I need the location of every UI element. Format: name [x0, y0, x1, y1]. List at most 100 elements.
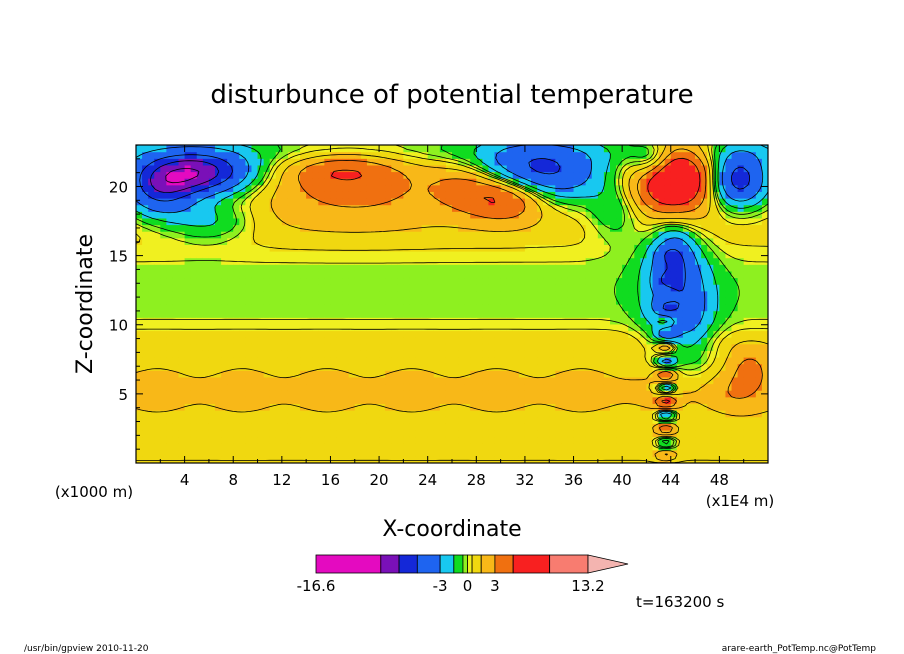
- field-cell: [324, 456, 332, 463]
- field-cell: [227, 244, 234, 252]
- field-cell: [330, 284, 338, 292]
- field-cell: [464, 290, 471, 298]
- field-cell: [196, 410, 204, 418]
- field-cell: [452, 350, 459, 358]
- field-cell: [379, 164, 386, 173]
- field-cell: [725, 184, 733, 192]
- field-cell: [500, 224, 508, 232]
- field-cell: [154, 396, 161, 404]
- field-cell: [391, 270, 398, 279]
- field-cell: [531, 237, 538, 245]
- field-cell: [518, 436, 526, 444]
- field-cell: [427, 390, 435, 398]
- field-cell: [391, 304, 398, 312]
- field-cell: [166, 171, 174, 179]
- field-cell: [549, 184, 556, 192]
- field-cell: [142, 363, 149, 371]
- field-cell: [622, 323, 629, 332]
- field-cell: [300, 178, 307, 186]
- field-cell: [281, 191, 289, 199]
- field-cell: [324, 284, 332, 292]
- field-cell: [397, 363, 404, 371]
- field-cell: [166, 244, 174, 252]
- field-cell: [689, 297, 696, 305]
- field-cell: [749, 284, 757, 292]
- field-cell: [263, 343, 271, 351]
- field-cell: [166, 284, 174, 292]
- field-cell: [652, 244, 660, 252]
- field-cell: [561, 449, 569, 457]
- field-cell: [312, 158, 319, 166]
- field-cell: [670, 357, 678, 365]
- field-cell: [464, 158, 471, 166]
- field-cell: [713, 403, 720, 411]
- field-cell: [664, 178, 672, 186]
- field-cell: [415, 390, 423, 398]
- field-cell: [221, 211, 228, 219]
- field-cell: [318, 244, 325, 252]
- field-cell: [646, 350, 654, 358]
- field-cell: [366, 330, 374, 338]
- field-cell: [561, 178, 569, 186]
- field-cell: [360, 297, 368, 305]
- field-cell: [458, 416, 465, 424]
- field-cell: [452, 178, 459, 186]
- field-cell: [373, 370, 380, 378]
- field-cell: [713, 171, 720, 179]
- field-cell: [579, 429, 587, 438]
- field-cell: [445, 270, 453, 279]
- field-cell: [312, 337, 319, 345]
- field-cell: [391, 297, 398, 305]
- field-cell: [731, 323, 739, 332]
- field-cell: [597, 436, 605, 444]
- field-cell: [172, 237, 180, 245]
- field-cell: [597, 145, 605, 153]
- field-cell: [701, 449, 708, 457]
- field-cell: [336, 151, 344, 159]
- field-cell: [695, 383, 702, 391]
- field-cell: [524, 158, 532, 166]
- field-cell: [506, 310, 514, 318]
- field-cell: [512, 436, 520, 444]
- field-cell: [160, 443, 167, 451]
- field-cell: [433, 436, 441, 444]
- field-cell: [549, 178, 556, 186]
- field-cell: [476, 290, 483, 298]
- field-cell: [148, 151, 155, 159]
- field-cell: [172, 429, 180, 438]
- field-cell: [287, 204, 295, 212]
- field-cell: [676, 297, 684, 305]
- field-cell: [215, 390, 222, 398]
- field-cell: [591, 237, 599, 245]
- field-cell: [470, 290, 477, 298]
- field-cell: [300, 396, 307, 404]
- field-cell: [500, 416, 508, 424]
- field-cell: [549, 151, 556, 159]
- field-cell: [433, 184, 441, 192]
- field-cell: [458, 343, 465, 351]
- field-cell: [373, 145, 380, 153]
- field-cell: [676, 171, 684, 179]
- field-cell: [695, 158, 702, 166]
- field-cell: [239, 290, 246, 298]
- field-cell: [142, 370, 149, 378]
- field-cell: [269, 224, 277, 232]
- field-cell: [275, 224, 283, 232]
- field-cell: [476, 231, 483, 239]
- field-cell: [202, 383, 210, 391]
- field-cell: [573, 383, 581, 391]
- field-cell: [306, 323, 313, 332]
- field-cell: [537, 343, 544, 351]
- field-cell: [524, 237, 532, 245]
- field-cell: [397, 396, 404, 404]
- field-cell: [622, 171, 629, 179]
- field-cell: [494, 184, 502, 192]
- field-cell: [597, 151, 605, 159]
- field-cell: [427, 178, 435, 186]
- field-cell: [318, 363, 325, 371]
- field-cell: [531, 277, 538, 285]
- field-cell: [415, 211, 423, 219]
- field-cell: [689, 357, 696, 365]
- field-cell: [470, 376, 477, 385]
- field-cell: [300, 277, 307, 285]
